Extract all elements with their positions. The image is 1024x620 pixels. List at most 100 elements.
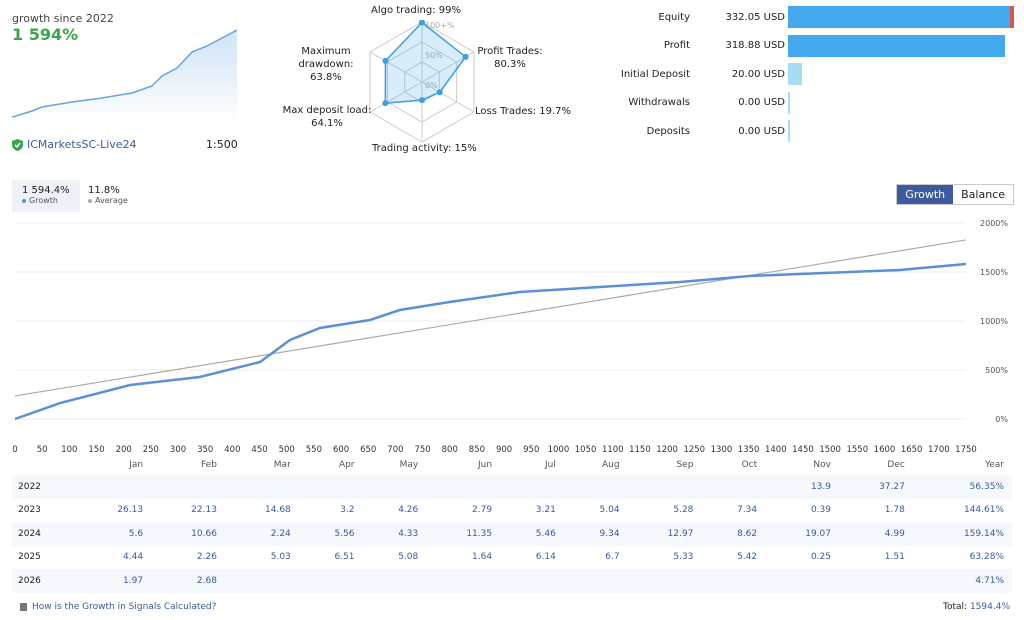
table-cell: 3.21	[535, 505, 556, 516]
table-row: 2026 1.97 2.68 4.71%	[12, 569, 1012, 593]
finance-bar	[788, 63, 802, 85]
radar-point	[419, 97, 425, 104]
table-cell: 56.35%	[969, 481, 1004, 492]
table-cell: 5.04	[599, 505, 620, 516]
table-cell	[500, 475, 564, 499]
y-tick: 1000%	[980, 317, 1008, 326]
growth-help-link[interactable]: How is the Growth in Signals Calculated?	[20, 602, 216, 612]
table-cell	[628, 475, 702, 499]
finance-row: Initial Deposit 20.00 USD	[610, 63, 802, 85]
table-cell: 0.39	[810, 505, 831, 516]
radar-tick: 50%	[425, 51, 443, 60]
x-tick: 600	[333, 445, 349, 455]
table-cell: 3.2	[340, 505, 355, 516]
table-cell: 4.33	[398, 528, 419, 539]
table-cell	[299, 475, 363, 499]
stat-average[interactable]: 11.8% Average	[88, 185, 128, 205]
x-tick: 150	[88, 445, 104, 455]
table-cell: 5.08	[398, 552, 419, 563]
series-line	[14, 262, 967, 421]
radar-label-loss: Loss Trades: 19.7%	[475, 106, 572, 117]
x-tick: 1050	[575, 445, 597, 455]
table-cell	[564, 475, 628, 499]
x-tick: 1550	[846, 445, 868, 455]
table-cell: 37.27	[879, 481, 905, 492]
table-cell: 5.56	[334, 528, 355, 539]
chart-toggle: Growth Balance	[896, 184, 1014, 205]
table-cell: 2026	[18, 575, 41, 586]
radar-axis	[369, 81, 423, 113]
table-cell: 5.03	[270, 552, 291, 563]
leverage: 1:500	[206, 138, 238, 151]
table-cell: 2.68	[196, 575, 217, 586]
table-cell: 14.68	[265, 505, 291, 516]
table-row: 2023 26.13 22.13 14.68 3.2 4.26 2.79 3.21 5.04 5.…	[12, 499, 1012, 523]
finance-row: Deposits 0.00 USD	[610, 120, 790, 142]
x-tick: 1500	[819, 445, 841, 455]
table-cell: 159.14%	[963, 528, 1004, 539]
radar-point	[436, 89, 443, 96]
table-cell: 2.24	[270, 528, 291, 539]
table-row: 2025 4.44 2.26 5.03 6.51 5.08 1.64 6.14 6.7 5.33 5…	[12, 546, 1012, 570]
x-tick: 250	[143, 445, 159, 455]
balance-tab[interactable]: Balance	[961, 188, 1005, 201]
finance-bar	[788, 120, 790, 142]
col-header: Jul	[544, 460, 556, 470]
radar-label-algo: Algo trading: 99%	[371, 5, 462, 16]
table-cell: 1.51	[884, 552, 905, 563]
calculator-icon	[20, 603, 27, 611]
radar-point	[382, 100, 389, 107]
broker-name[interactable]: ICMarketsSC-Live24	[27, 138, 137, 151]
x-tick: 100	[61, 445, 77, 455]
finance-bar	[788, 6, 1014, 28]
radar-axis	[421, 81, 475, 113]
broker-server[interactable]: ICMarketsSC-Live24	[12, 138, 137, 151]
x-tick: 200	[116, 445, 132, 455]
table-cell: 22.13	[191, 505, 217, 516]
x-tick: 1150	[629, 445, 651, 455]
table-cell: 2025	[18, 552, 41, 563]
col-header: Feb	[201, 460, 217, 470]
growth-tab[interactable]: Growth	[897, 185, 954, 204]
col-header	[12, 455, 77, 475]
col-header: Jan	[129, 460, 144, 470]
radar-axis	[369, 51, 423, 83]
table-cell: 2023	[18, 505, 41, 516]
table-cell: 5.46	[535, 528, 556, 539]
y-tick: 2000%	[980, 219, 1008, 228]
table-cell: 4.99	[884, 528, 905, 539]
growth-since-label: growth since 2022	[12, 12, 114, 25]
table-cell: 2.79	[472, 505, 493, 516]
radar-tick: 100+%	[425, 21, 455, 30]
radar-chart: 100+% 50% 0%	[369, 20, 475, 143]
col-header: Nov	[813, 460, 831, 470]
radar-label-deposit-load: Max deposit load: 64.1%	[282, 105, 372, 129]
table-cell: 13.9	[810, 481, 831, 492]
col-header: Apr	[338, 460, 355, 470]
x-tick: 1700	[928, 445, 950, 455]
table-cell: 8.62	[737, 528, 758, 539]
finance-row: Profit 318.88 USD	[610, 34, 1006, 57]
table-cell: 9.34	[599, 528, 620, 539]
table-cell: 1.97	[123, 575, 144, 586]
x-tick: 650	[360, 445, 376, 455]
x-tick: 350	[197, 445, 213, 455]
stat-growth[interactable]: 1 594.4% Growth	[12, 180, 80, 212]
table-cell: 4.71%	[975, 575, 1004, 586]
table-cell	[765, 569, 839, 593]
table-cell: 4.26	[398, 505, 419, 516]
table-cell: 2.26	[196, 552, 217, 563]
x-tick: 1100	[602, 445, 624, 455]
table-cell: 6.51	[334, 552, 355, 563]
x-tick: 1650	[901, 445, 923, 455]
table-cell: 6.7	[605, 552, 620, 563]
x-tick: 0	[12, 445, 17, 455]
table-cell: 0.25	[810, 552, 831, 563]
x-tick: 300	[170, 445, 186, 455]
table-cell	[225, 569, 299, 593]
table-cell	[701, 475, 765, 499]
x-tick: 1600	[874, 445, 896, 455]
table-cell: 2022	[18, 481, 41, 492]
table-cell	[564, 569, 628, 593]
x-tick: 700	[387, 445, 403, 455]
